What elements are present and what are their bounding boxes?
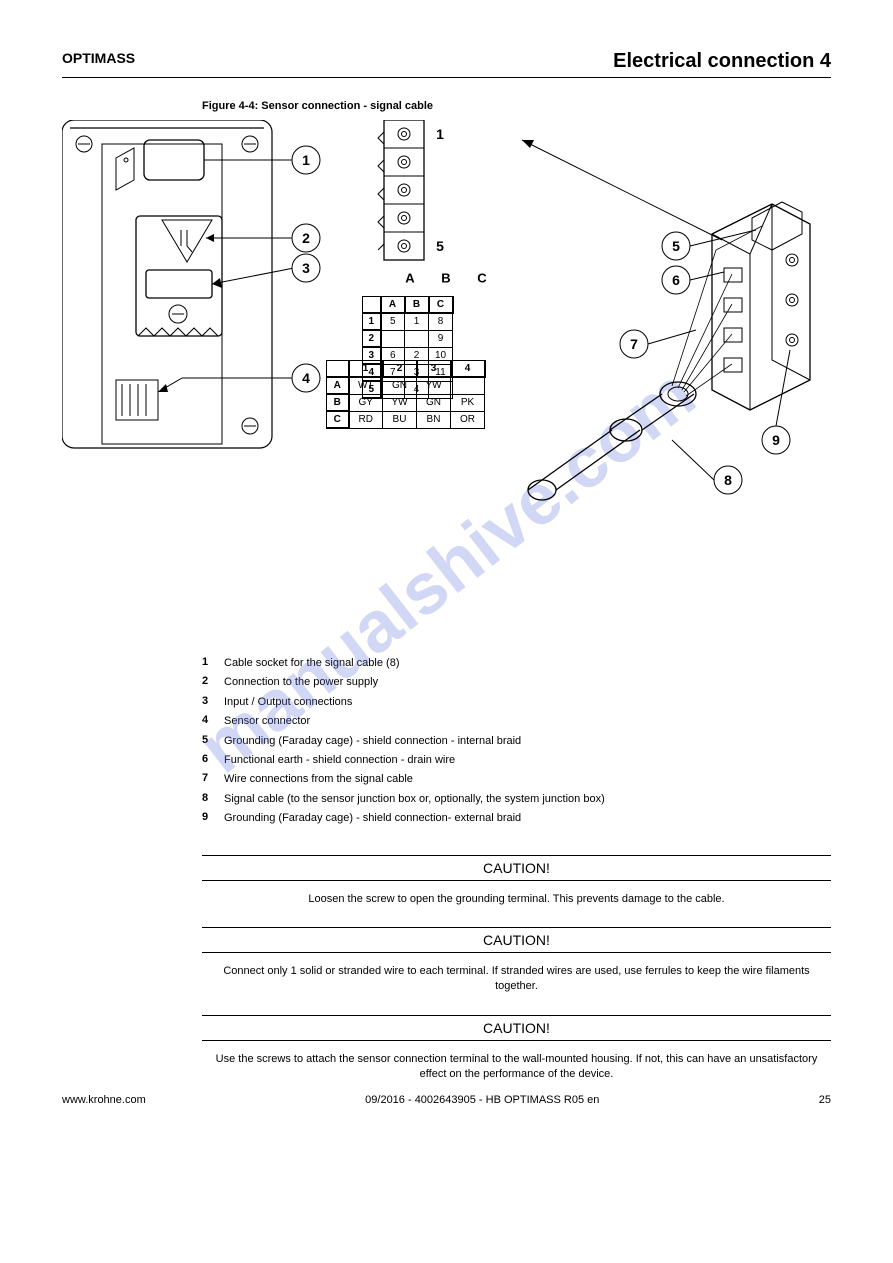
caution-block: CAUTION! Connect only 1 solid or strande… [202,927,831,995]
caution-block: CAUTION! Use the screws to attach the se… [202,1015,831,1083]
legend-item: 8Signal cable (to the sensor junction bo… [202,792,831,807]
diagram: 1 2 3 4 1 5 A B C ABC 1518 29 36210 [62,120,831,650]
svg-text:B: B [441,271,450,286]
legend: 1Cable socket for the signal cable (8) 2… [202,656,831,827]
device-svg: 1 2 3 4 [62,120,332,470]
legend-item: 4Sensor connector [202,714,831,729]
header: OPTIMASS Electrical connection 4 [62,50,831,78]
legend-item: 2Connection to the power supply [202,675,831,690]
legend-item: 3Input / Output connections [202,695,831,710]
legend-item: 1Cable socket for the signal cable (8) [202,656,831,671]
term-top: 1 [436,126,444,142]
legend-item: 9Grounding (Faraday cage) - shield conne… [202,811,831,826]
callout-8: 8 [724,472,732,488]
footer-right: 25 [819,1094,831,1106]
legend-item: 6Functional earth - shield connection - … [202,753,831,768]
iso-svg: 5 6 7 8 9 [462,130,842,550]
callout-2: 2 [302,230,310,246]
caution-block: CAUTION! Loosen the screw to open the gr… [202,855,831,907]
legend-item: 5Grounding (Faraday cage) - shield conne… [202,734,831,749]
callout-7: 7 [630,336,638,352]
svg-text:A: A [405,271,415,286]
figure-caption: Figure 4-4: Sensor connection - signal c… [202,100,831,112]
legend-item: 7Wire connections from the signal cable [202,772,831,787]
callout-5: 5 [672,238,680,254]
callout-1: 1 [302,152,310,168]
term-bot: 5 [436,238,444,254]
callout-9: 9 [772,432,780,448]
callout-3: 3 [302,260,310,276]
callout-4: 4 [302,370,310,386]
callout-6: 6 [672,272,680,288]
footer-left: www.krohne.com [62,1094,146,1106]
footer-center: 09/2016 - 4002643905 - HB OPTIMASS R05 e… [365,1094,599,1106]
header-right: Electrical connection 4 [613,50,831,73]
header-left: OPTIMASS [62,50,135,66]
footer: www.krohne.com 09/2016 - 4002643905 - HB… [62,1094,831,1106]
